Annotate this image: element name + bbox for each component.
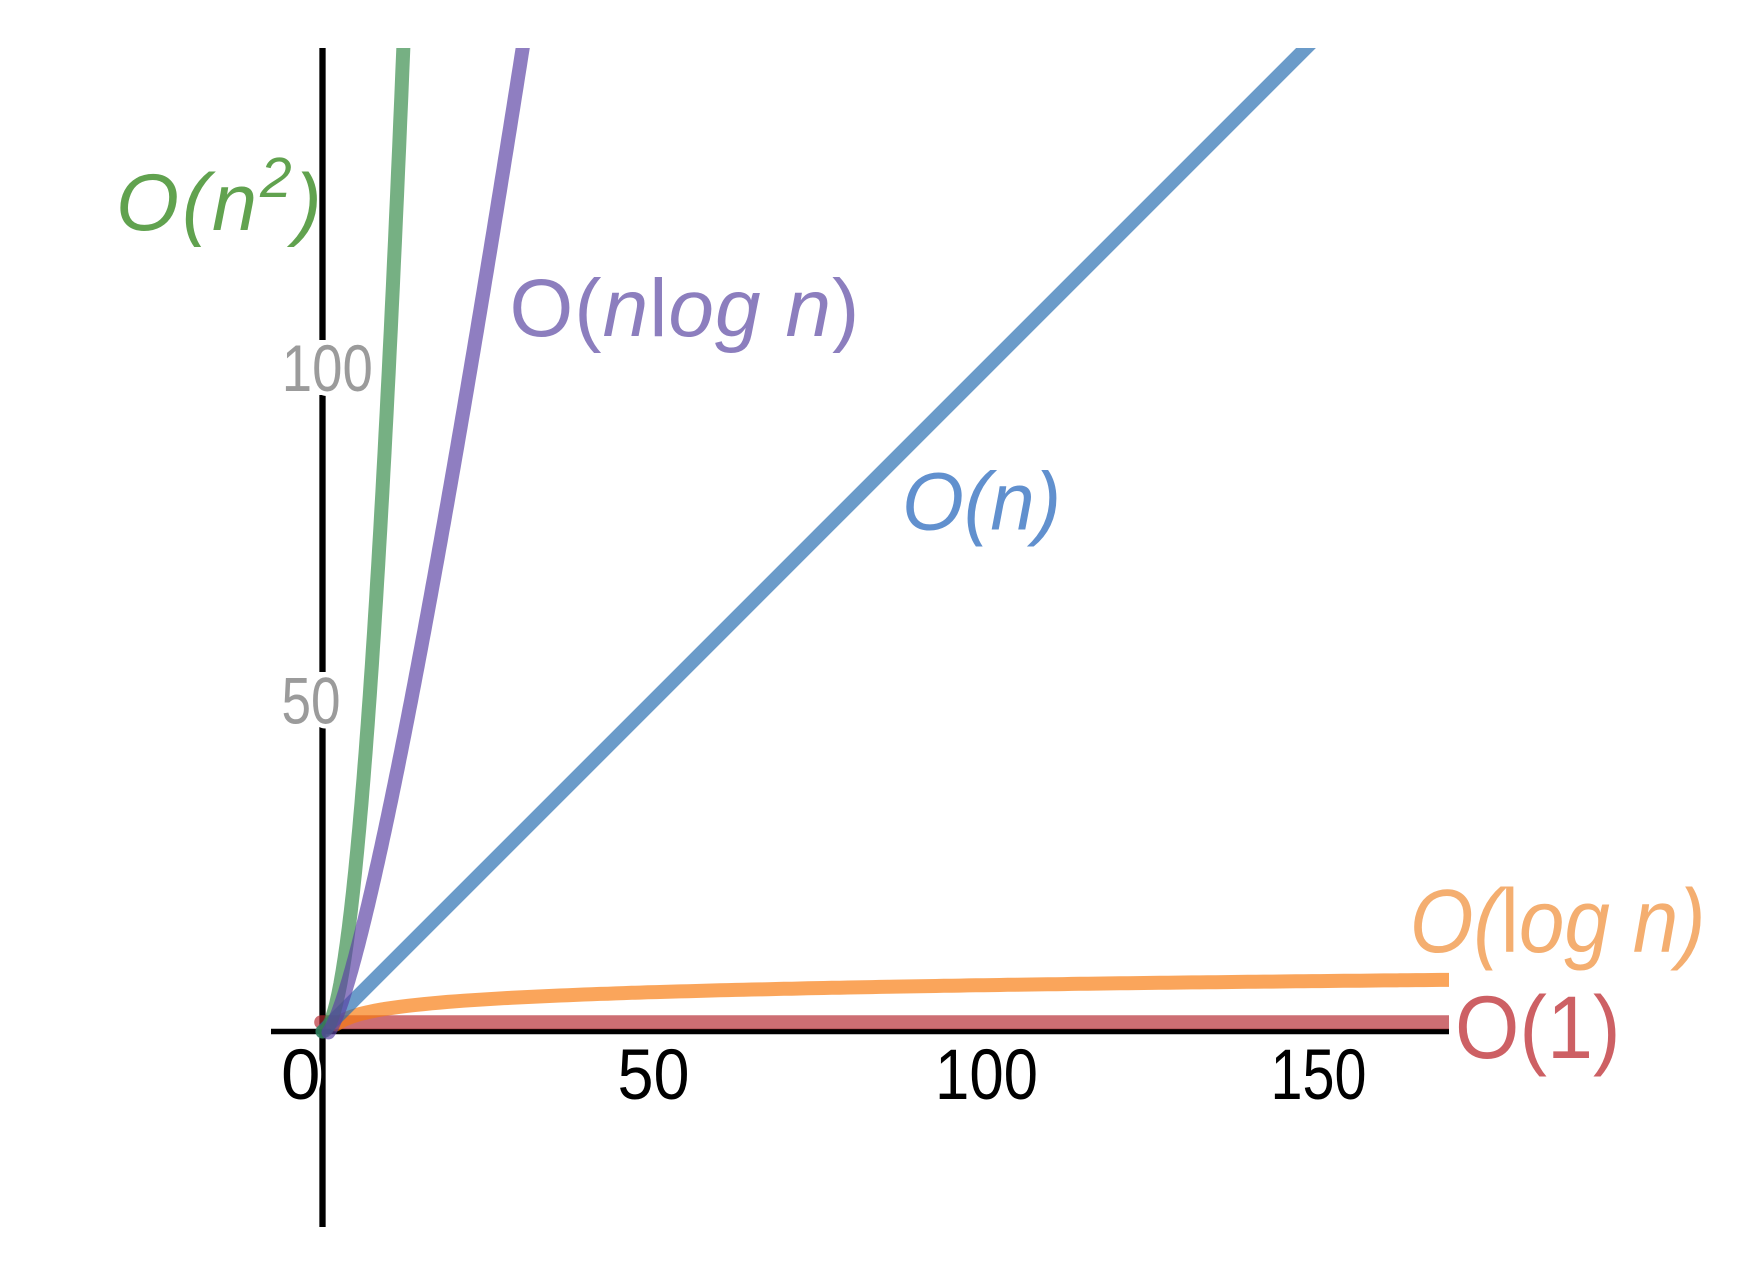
svg-text:O(nlog n): O(nlog n) (510, 263, 861, 354)
svg-text:50: 50 (282, 663, 341, 737)
svg-text:150: 150 (1271, 1036, 1367, 1115)
svg-text:O(log n): O(log n) (1410, 871, 1706, 971)
svg-text:O(n): O(n) (902, 456, 1061, 547)
svg-text:100: 100 (282, 331, 373, 405)
svg-text:50: 50 (618, 1036, 690, 1115)
svg-text:100: 100 (935, 1036, 1038, 1115)
svg-text:O(1): O(1) (1455, 978, 1621, 1077)
svg-text:0: 0 (281, 1036, 321, 1115)
